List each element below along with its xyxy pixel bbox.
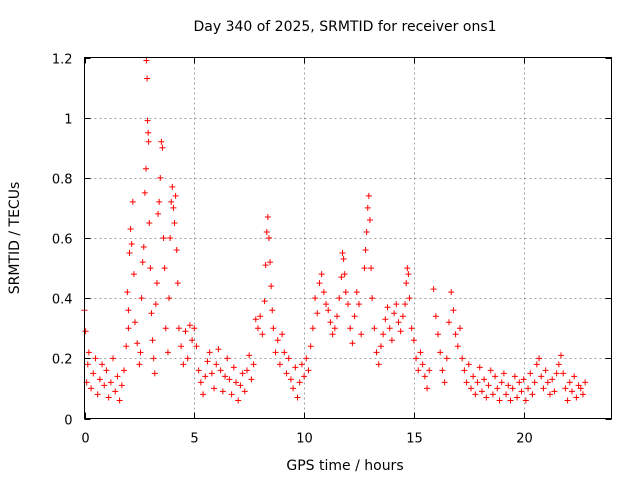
y-tick-label: 0.4 <box>52 293 73 308</box>
y-axis-label: SRMTID / TECUs <box>7 182 23 295</box>
x-tick-label: 15 <box>406 432 423 447</box>
y-tick-label: 0.2 <box>52 353 73 368</box>
x-tick-label: 0 <box>81 432 89 447</box>
y-tick-label: 1.2 <box>52 53 73 68</box>
x-tick-label: 20 <box>516 432 533 447</box>
y-tick-label: 0 <box>64 414 72 429</box>
srmtid-chart: 0 5 10 15 20 0 0.2 0.4 0.6 0.8 1 1.2 Day 340 of 202… <box>0 0 640 480</box>
y-tick-label: 1 <box>64 113 72 128</box>
y-tick-label: 0.6 <box>52 233 73 248</box>
x-axis-label: GPS time / hours <box>286 458 403 474</box>
x-tick-label: 5 <box>190 432 198 447</box>
x-tick-label: 10 <box>296 432 313 447</box>
chart-background <box>0 0 640 480</box>
chart-title: Day 340 of 2025, SRMTID for receiver ons… <box>193 19 496 35</box>
y-tick-label: 0.8 <box>52 173 73 188</box>
